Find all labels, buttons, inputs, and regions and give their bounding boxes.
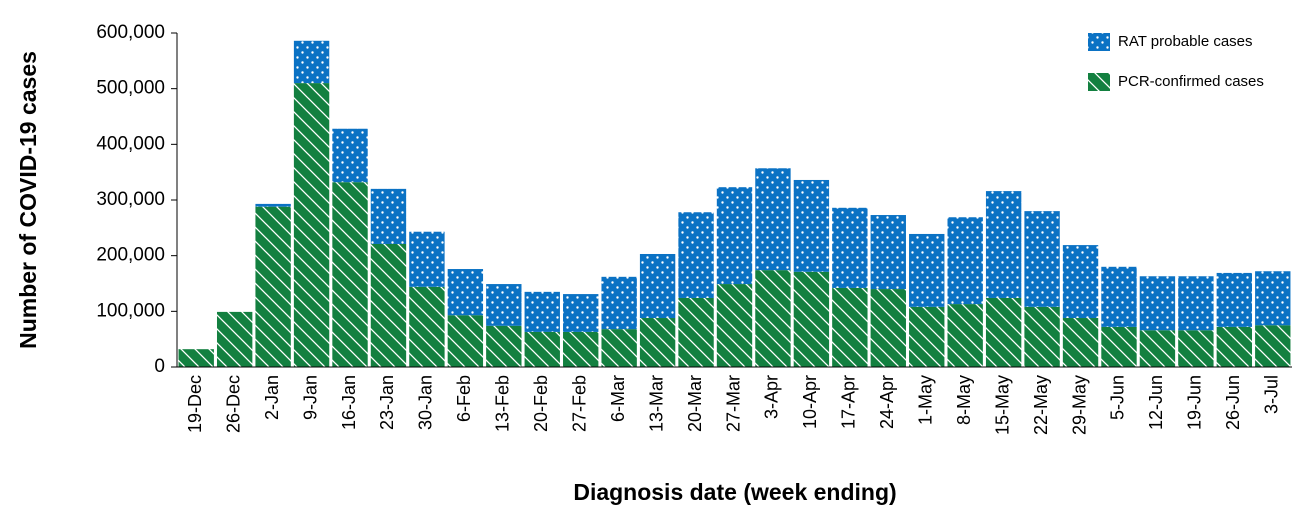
y-axis-title: Number of COVID-19 cases xyxy=(15,51,41,349)
x-tick-label: 12-Jun xyxy=(1146,375,1166,430)
y-tick-label: 300,000 xyxy=(96,189,165,210)
bar-segment xyxy=(1024,211,1060,307)
bar-segment xyxy=(755,168,791,271)
bar-segment xyxy=(1139,276,1176,331)
bar-segment xyxy=(678,212,714,298)
x-tick-label: 15-May xyxy=(992,375,1012,435)
bar-segment xyxy=(1216,326,1253,367)
bar-segment xyxy=(909,306,945,367)
x-tick-label: 27-Mar xyxy=(723,375,743,432)
bar-segment xyxy=(255,203,291,207)
y-tick-label: 100,000 xyxy=(96,300,165,321)
bar-segment xyxy=(563,331,599,367)
bar-segment xyxy=(1101,266,1137,327)
bar-segment xyxy=(716,187,753,285)
x-tick-label: 26-Dec xyxy=(223,375,243,433)
bar-segment xyxy=(793,179,830,272)
bar-segment xyxy=(1024,306,1060,367)
bar-segment xyxy=(985,297,1022,367)
x-tick-label: 26-Jun xyxy=(1223,375,1243,430)
bar-segment xyxy=(524,331,560,367)
bar-segment xyxy=(639,318,676,367)
legend-swatch xyxy=(1088,73,1110,91)
bar-segment xyxy=(870,215,906,290)
y-tick-label: 0 xyxy=(154,356,165,377)
bar-segment xyxy=(1101,326,1137,367)
x-tick-label: 8-May xyxy=(954,375,974,425)
bar-segment xyxy=(370,243,407,367)
x-tick-label: 13-Feb xyxy=(493,375,513,432)
bar-segment xyxy=(524,291,560,332)
x-tick-label: 22-May xyxy=(1031,375,1051,435)
x-tick-label: 6-Feb xyxy=(454,375,474,422)
x-tick-label: 19-Dec xyxy=(185,375,205,433)
y-tick-label: 600,000 xyxy=(96,22,165,43)
x-tick-label: 13-Mar xyxy=(646,375,666,432)
bar-segment xyxy=(332,128,368,183)
bar-segment xyxy=(870,289,906,367)
bar-segment xyxy=(639,253,676,319)
y-tick-label: 200,000 xyxy=(96,245,165,266)
bar-segment xyxy=(409,231,445,287)
bar-segment xyxy=(985,191,1022,298)
x-tick-label: 3-Jul xyxy=(1262,375,1282,414)
bar-segment xyxy=(255,206,291,367)
bar-segment xyxy=(793,271,830,367)
bar-segment xyxy=(447,269,484,316)
bar-segment xyxy=(447,315,484,367)
bar-segment xyxy=(1178,276,1214,331)
x-tick-label: 24-Apr xyxy=(877,375,897,429)
x-tick-label: 29-May xyxy=(1069,375,1089,435)
bar-segment xyxy=(1255,325,1291,367)
x-tick-label: 1-May xyxy=(915,375,935,425)
bar-segment xyxy=(678,297,714,367)
x-tick-label: 19-Jun xyxy=(1185,375,1205,430)
bar-segment xyxy=(293,40,330,84)
bar-segment xyxy=(1062,318,1099,367)
bar-segment xyxy=(486,325,522,367)
x-tick-label: 10-Apr xyxy=(800,375,820,429)
bar-segment xyxy=(1178,330,1214,367)
x-tick-label: 30-Jan xyxy=(416,375,436,430)
x-tick-label: 20-Feb xyxy=(531,375,551,432)
bar-segment xyxy=(1139,330,1176,367)
bar-segment xyxy=(832,287,868,367)
x-tick-label: 20-Mar xyxy=(685,375,705,432)
x-tick-label: 2-Jan xyxy=(262,375,282,420)
legend-swatch xyxy=(1088,33,1110,51)
bar-segment xyxy=(178,349,214,367)
x-tick-label: 17-Apr xyxy=(839,375,859,429)
bar-segment xyxy=(755,270,791,367)
x-tick-label: 27-Feb xyxy=(569,375,589,432)
bar-segment xyxy=(216,311,253,367)
bar-segment xyxy=(1255,271,1291,326)
x-tick-label: 6-Mar xyxy=(608,375,628,422)
bar-segment xyxy=(370,188,407,244)
bar-segment xyxy=(1216,272,1253,327)
bar-segment xyxy=(716,284,753,367)
legend-label: RAT probable cases xyxy=(1118,33,1253,50)
x-tick-label: 3-Apr xyxy=(762,375,782,419)
x-tick-label: 9-Jan xyxy=(300,375,320,420)
bar-segment xyxy=(1062,245,1099,319)
x-tick-label: 16-Jan xyxy=(339,375,359,430)
x-tick-label: 23-Jan xyxy=(377,375,397,430)
bar-segment xyxy=(486,284,522,326)
y-tick-label: 500,000 xyxy=(96,78,165,99)
bar-segment xyxy=(947,217,983,305)
y-tick-label: 400,000 xyxy=(96,133,165,154)
bar-segment xyxy=(563,294,599,332)
bar-segment xyxy=(332,182,368,367)
bar-segment xyxy=(909,233,945,307)
bar-segment xyxy=(601,329,637,367)
bar-segment xyxy=(832,207,868,288)
x-tick-label: 5-Jun xyxy=(1108,375,1128,420)
legend-label: PCR-confirmed cases xyxy=(1118,73,1264,90)
bar-segment xyxy=(409,286,445,367)
x-axis-title: Diagnosis date (week ending) xyxy=(573,479,896,505)
bar-segment xyxy=(601,276,637,330)
bar-segment xyxy=(947,304,983,367)
bar-segment xyxy=(293,83,330,367)
